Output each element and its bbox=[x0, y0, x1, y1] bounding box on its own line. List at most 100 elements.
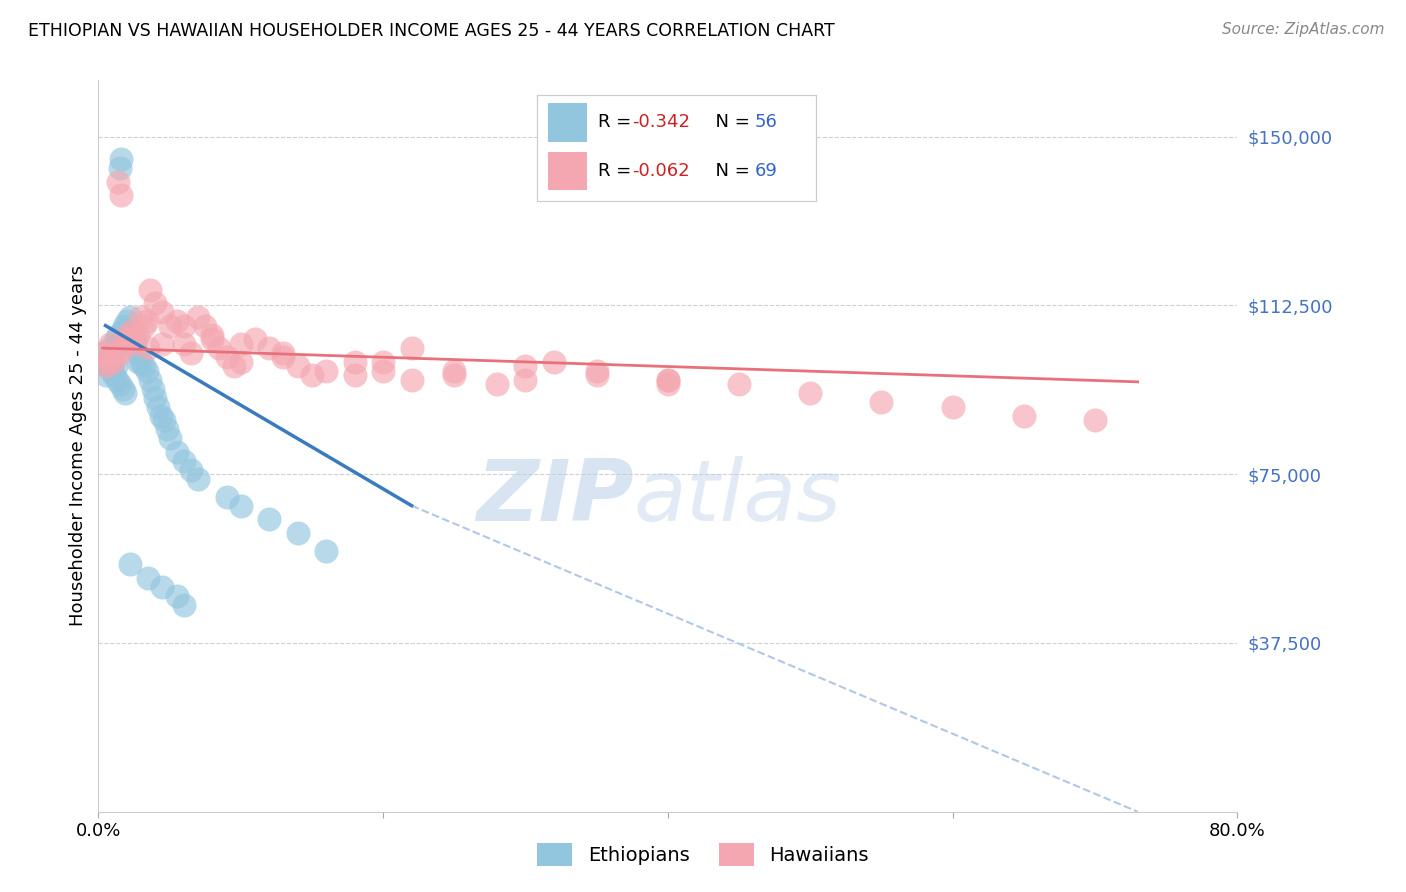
Point bbox=[215, 350, 238, 364]
Point bbox=[799, 386, 821, 401]
Point bbox=[100, 350, 122, 364]
Point bbox=[111, 382, 134, 396]
Point bbox=[104, 345, 127, 359]
Point bbox=[152, 580, 174, 594]
Point bbox=[148, 400, 170, 414]
Point bbox=[287, 525, 309, 540]
Point bbox=[97, 354, 120, 368]
Point bbox=[111, 323, 134, 337]
Point bbox=[728, 377, 751, 392]
Point bbox=[657, 373, 679, 387]
Point bbox=[118, 310, 141, 324]
Point bbox=[515, 373, 537, 387]
Point bbox=[229, 336, 252, 351]
Point bbox=[136, 571, 159, 585]
Point bbox=[156, 422, 179, 436]
Text: Source: ZipAtlas.com: Source: ZipAtlas.com bbox=[1222, 22, 1385, 37]
Text: atlas: atlas bbox=[634, 456, 842, 539]
Point bbox=[107, 327, 129, 342]
Point bbox=[187, 472, 209, 486]
Point bbox=[486, 377, 509, 392]
Point bbox=[201, 327, 224, 342]
Point bbox=[273, 345, 295, 359]
Point bbox=[118, 332, 141, 346]
Point bbox=[166, 314, 188, 328]
Point bbox=[273, 350, 295, 364]
Point bbox=[287, 359, 309, 373]
Point bbox=[145, 391, 167, 405]
Point bbox=[173, 598, 195, 612]
Point bbox=[97, 359, 120, 373]
Point bbox=[343, 354, 366, 368]
Point bbox=[112, 336, 135, 351]
Point bbox=[105, 373, 128, 387]
Point bbox=[315, 543, 337, 558]
Point bbox=[215, 490, 238, 504]
Point bbox=[585, 368, 607, 383]
Point bbox=[870, 395, 893, 409]
Point bbox=[135, 363, 157, 377]
Point bbox=[110, 152, 132, 166]
Point bbox=[117, 327, 139, 342]
Point bbox=[173, 453, 195, 467]
Legend: Ethiopians, Hawaiians: Ethiopians, Hawaiians bbox=[530, 835, 876, 873]
Point bbox=[98, 341, 121, 355]
Point bbox=[118, 557, 141, 571]
Point bbox=[194, 318, 217, 333]
Point bbox=[121, 336, 143, 351]
Point bbox=[115, 327, 138, 342]
Point bbox=[173, 318, 195, 333]
Point bbox=[129, 310, 152, 324]
Point bbox=[259, 341, 281, 355]
Point bbox=[104, 359, 127, 373]
Point bbox=[152, 336, 174, 351]
Point bbox=[108, 161, 131, 175]
Point bbox=[112, 318, 135, 333]
Y-axis label: Householder Income Ages 25 - 44 years: Householder Income Ages 25 - 44 years bbox=[69, 266, 87, 626]
Point bbox=[104, 332, 127, 346]
Point bbox=[443, 368, 465, 383]
Point bbox=[101, 345, 124, 359]
Point bbox=[585, 363, 607, 377]
Point bbox=[657, 373, 679, 387]
Point bbox=[124, 332, 146, 346]
Point bbox=[657, 377, 679, 392]
Point bbox=[101, 354, 124, 368]
Point bbox=[94, 368, 117, 383]
Point bbox=[127, 327, 149, 342]
Text: ETHIOPIAN VS HAWAIIAN HOUSEHOLDER INCOME AGES 25 - 44 YEARS CORRELATION CHART: ETHIOPIAN VS HAWAIIAN HOUSEHOLDER INCOME… bbox=[28, 22, 835, 40]
Point bbox=[100, 363, 122, 377]
Point bbox=[141, 382, 163, 396]
Point bbox=[115, 314, 138, 328]
Point bbox=[101, 354, 124, 368]
Point bbox=[373, 363, 395, 377]
Point bbox=[122, 341, 145, 355]
Point bbox=[129, 354, 152, 368]
Point bbox=[105, 336, 128, 351]
Point bbox=[942, 400, 965, 414]
Point bbox=[124, 336, 146, 351]
Point bbox=[132, 359, 155, 373]
Point bbox=[145, 296, 167, 310]
Point bbox=[120, 332, 142, 346]
Point bbox=[122, 332, 145, 346]
Point bbox=[114, 323, 136, 337]
Point bbox=[315, 363, 337, 377]
Point bbox=[229, 499, 252, 513]
Point bbox=[114, 386, 136, 401]
Point bbox=[208, 341, 231, 355]
Point bbox=[222, 359, 245, 373]
Point bbox=[180, 345, 202, 359]
Point bbox=[259, 512, 281, 526]
Point bbox=[98, 336, 121, 351]
Point bbox=[159, 318, 181, 333]
Point bbox=[107, 175, 129, 189]
Point bbox=[127, 354, 149, 368]
Point bbox=[94, 359, 117, 373]
Point bbox=[515, 359, 537, 373]
Point bbox=[152, 305, 174, 319]
Point bbox=[166, 589, 188, 603]
Point bbox=[94, 354, 117, 368]
Point bbox=[373, 354, 395, 368]
Point bbox=[443, 363, 465, 377]
